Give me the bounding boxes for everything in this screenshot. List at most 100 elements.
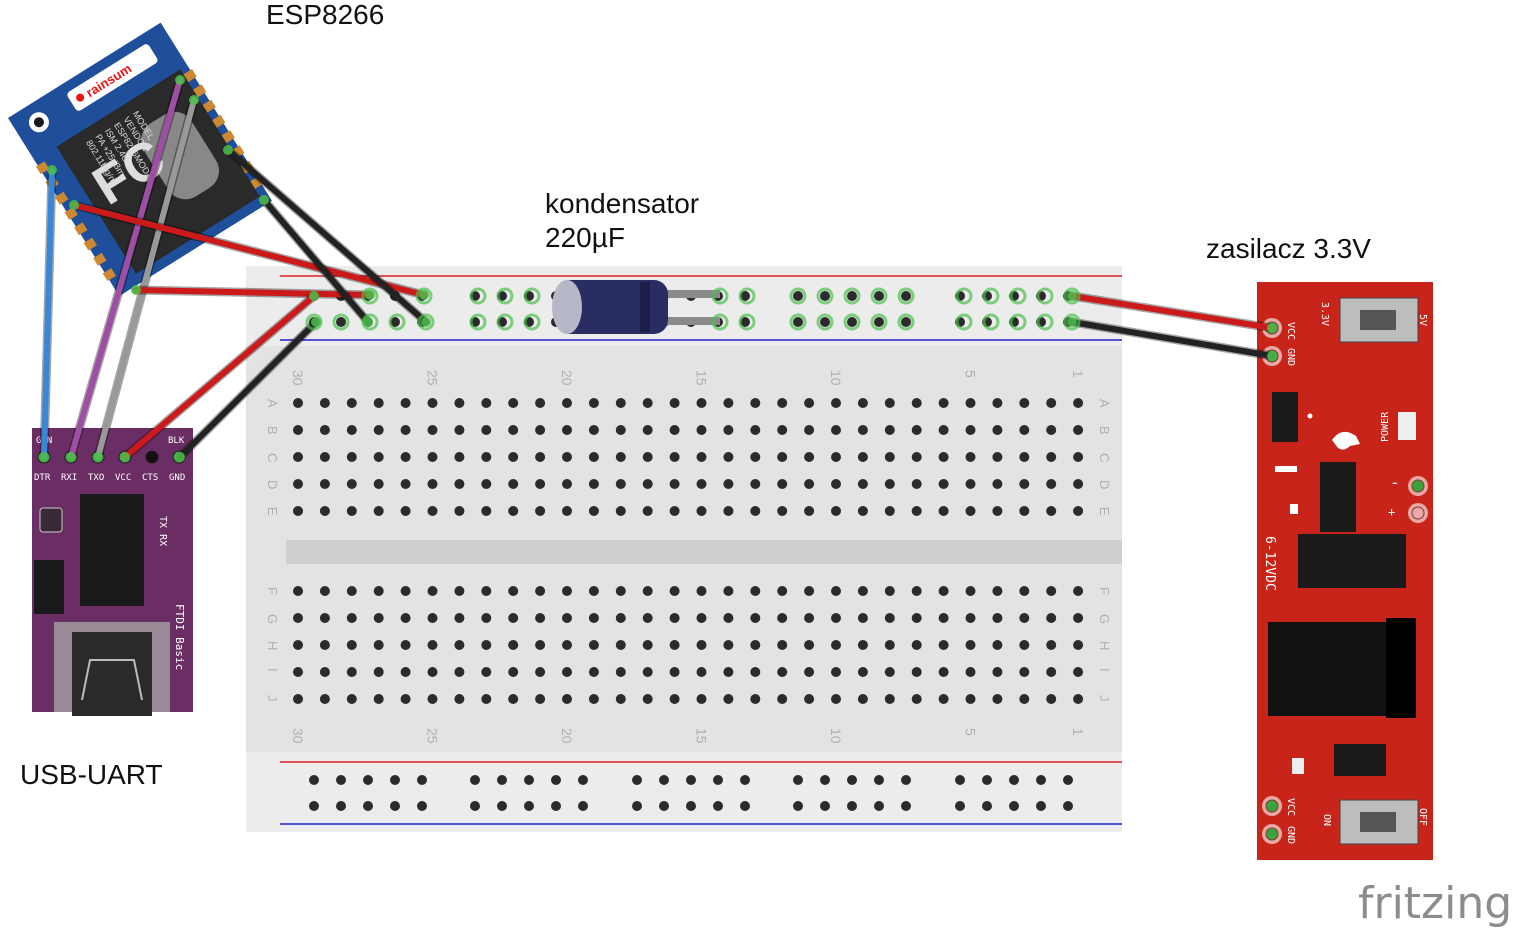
breadboard-hole[interactable] [319,479,330,489]
breadboard-hole[interactable] [750,425,761,435]
breadboard-hole[interactable] [293,479,303,489]
breadboard-hole[interactable] [750,640,761,650]
breadboard-hole[interactable] [1073,694,1084,704]
breadboard-hole[interactable] [588,613,599,623]
rail-hole[interactable] [820,317,830,327]
rail-hole[interactable] [659,775,669,785]
rail-hole[interactable] [901,775,911,785]
breadboard-hole[interactable] [346,667,357,677]
wire[interactable] [122,293,317,460]
breadboard-hole[interactable] [965,667,976,677]
breadboard-hole[interactable] [427,398,438,408]
breadboard-hole[interactable] [777,506,788,516]
breadboard-hole[interactable] [1046,398,1057,408]
breadboard-hole[interactable] [723,506,734,516]
breadboard-hole[interactable] [642,479,653,489]
rail-hole[interactable] [874,801,884,811]
breadboard-hole[interactable] [427,425,438,435]
wire[interactable] [261,197,371,325]
breadboard-hole[interactable] [804,452,815,462]
wire[interactable] [177,319,319,460]
breadboard-hole[interactable] [508,425,519,435]
breadboard-hole[interactable] [319,506,330,516]
breadboard-hole[interactable] [427,694,438,704]
breadboard-hole[interactable] [992,506,1003,516]
breadboard-hole[interactable] [857,425,868,435]
breadboard-hole[interactable] [938,667,949,677]
breadboard-hole[interactable] [508,667,519,677]
breadboard-hole[interactable] [696,506,707,516]
breadboard-hole[interactable] [723,586,734,596]
breadboard-hole[interactable] [427,613,438,623]
breadboard-hole[interactable] [723,425,734,435]
rail-hole[interactable] [847,801,857,811]
breadboard-hole[interactable] [669,586,680,596]
breadboard-hole[interactable] [1046,425,1057,435]
breadboard-hole[interactable] [400,694,411,704]
breadboard-hole[interactable] [508,640,519,650]
breadboard-hole[interactable] [373,452,384,462]
breadboard-hole[interactable] [615,398,626,408]
breadboard-hole[interactable] [373,640,384,650]
breadboard-hole[interactable] [857,640,868,650]
breadboard-hole[interactable] [1046,667,1057,677]
breadboard-hole[interactable] [481,398,492,408]
breadboard-hole[interactable] [884,506,895,516]
breadboard-hole[interactable] [669,398,680,408]
breadboard-hole[interactable] [293,640,303,650]
breadboard-hole[interactable] [911,425,922,435]
breadboard-hole[interactable] [293,506,303,516]
breadboard-hole[interactable] [346,425,357,435]
wire-end[interactable] [223,145,233,155]
breadboard-hole[interactable] [400,479,411,489]
rail-hole[interactable] [713,801,723,811]
ftdi-pin-cts[interactable] [145,450,159,464]
breadboard-hole[interactable] [992,452,1003,462]
breadboard-hole[interactable] [938,425,949,435]
rail-hole[interactable] [874,317,884,327]
breadboard-hole[interactable] [346,452,357,462]
wire-end[interactable] [131,285,141,295]
wire-end[interactable] [1067,317,1077,327]
breadboard-hole[interactable] [857,452,868,462]
breadboard-hole[interactable] [319,667,330,677]
breadboard-hole[interactable] [642,506,653,516]
breadboard-hole[interactable] [481,667,492,677]
breadboard-hole[interactable] [535,425,546,435]
breadboard-hole[interactable] [965,694,976,704]
breadboard-hole[interactable] [346,506,357,516]
breadboard-hole[interactable] [804,506,815,516]
breadboard-hole[interactable] [319,586,330,596]
breadboard-hole[interactable] [346,694,357,704]
breadboard-hole[interactable] [562,506,572,516]
wire-end[interactable] [189,95,199,105]
breadboard-hole[interactable] [642,452,653,462]
breadboard-hole[interactable] [615,506,626,516]
breadboard-hole[interactable] [992,586,1003,596]
breadboard-hole[interactable] [588,425,599,435]
breadboard-hole[interactable] [804,640,815,650]
breadboard-hole[interactable] [319,640,330,650]
breadboard-hole[interactable] [427,479,438,489]
breadboard-hole[interactable] [319,398,330,408]
breadboard-hole[interactable] [938,398,949,408]
breadboard-hole[interactable] [562,479,572,489]
breadboard-hole[interactable] [696,667,707,677]
breadboard-hole[interactable] [562,398,572,408]
breadboard-hole[interactable] [696,694,707,704]
rail-hole[interactable] [578,775,588,785]
breadboard-hole[interactable] [293,452,303,462]
rail-hole[interactable] [847,291,857,301]
breadboard-hole[interactable] [965,506,976,516]
breadboard-hole[interactable] [669,667,680,677]
breadboard-hole[interactable] [1046,640,1057,650]
rail-hole[interactable] [336,317,346,327]
breadboard-hole[interactable] [454,398,465,408]
breadboard-hole[interactable] [831,694,841,704]
rail-hole[interactable] [740,291,750,301]
rail-hole[interactable] [713,775,723,785]
rail-hole[interactable] [363,775,373,785]
breadboard-hole[interactable] [750,479,761,489]
breadboard-hole[interactable] [804,479,815,489]
breadboard-hole[interactable] [562,640,572,650]
